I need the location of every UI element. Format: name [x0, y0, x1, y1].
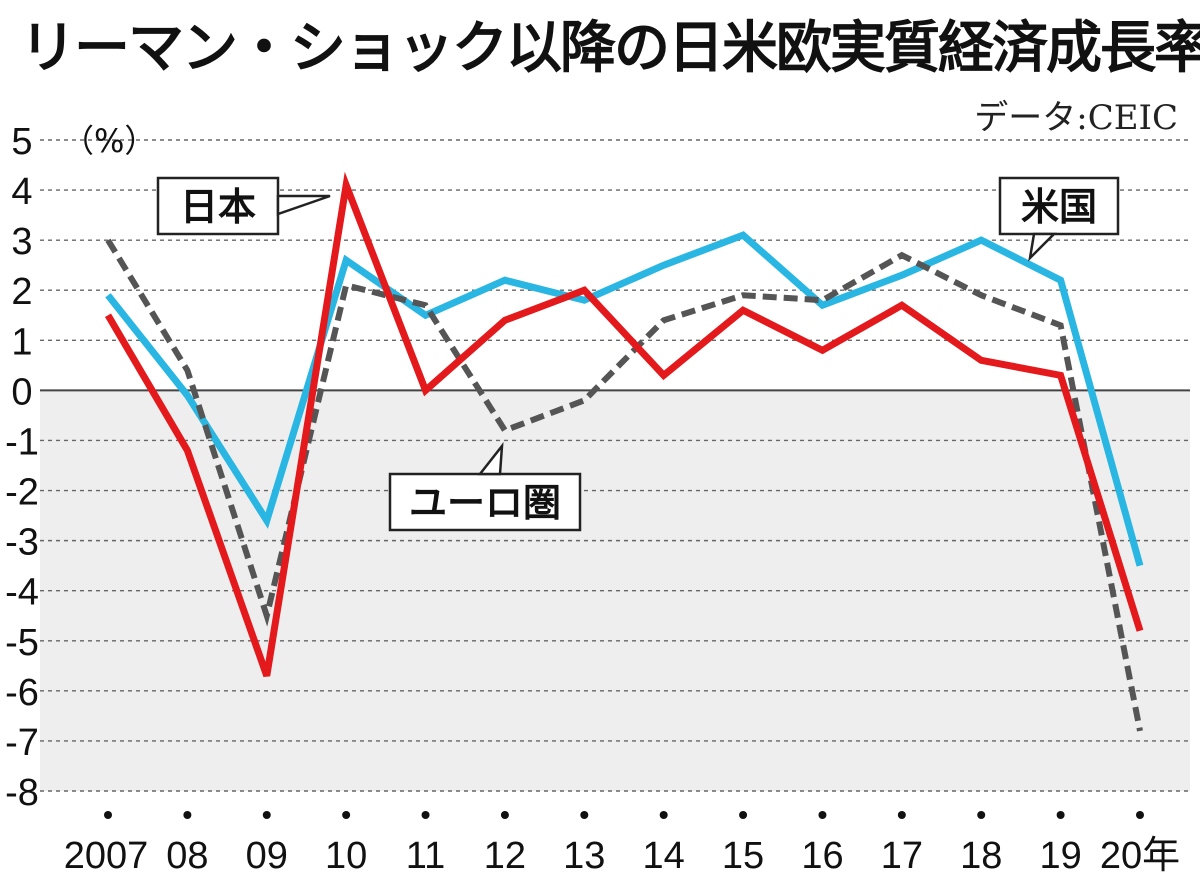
x-tick-label: 17	[881, 835, 923, 877]
x-tick-mark	[342, 811, 351, 819]
y-tick-label: 1	[11, 321, 32, 363]
x-tick-mark	[1136, 811, 1144, 819]
x-tick-label: 19	[1039, 835, 1081, 877]
x-tick-mark	[818, 811, 827, 819]
x-tick-label: 13	[563, 835, 605, 877]
x-tick-label: 11	[406, 835, 445, 877]
x-tick-label: 08	[166, 835, 208, 877]
callout-box	[998, 176, 1120, 236]
x-tick-label: 18	[960, 835, 1002, 877]
x-tick-label: 15	[722, 835, 764, 877]
series-name-label: 日本	[180, 185, 256, 229]
callout-box	[156, 176, 280, 236]
y-tick-label: -1	[5, 421, 39, 463]
y-tick-label: 0	[11, 371, 32, 413]
x-tick-label: 20年	[1100, 835, 1180, 877]
x-tick-mark	[421, 811, 430, 819]
y-tick-label: -3	[5, 522, 39, 564]
series-callout: ユーロ圏	[388, 442, 582, 532]
x-tick-mark	[104, 811, 112, 819]
x-tick-mark	[262, 811, 271, 819]
series-name-label: 米国	[1021, 185, 1097, 229]
series-line-1	[105, 238, 1143, 732]
y-unit-label: （%）	[62, 122, 156, 160]
series-line-2	[104, 171, 1144, 677]
x-tick-label: 16	[801, 835, 843, 877]
x-tick-mark	[500, 811, 509, 819]
y-tick-label: 3	[11, 221, 32, 263]
callout-box	[388, 472, 582, 532]
y-tick-label: 2	[11, 271, 32, 313]
x-tick-label: 12	[484, 835, 526, 877]
y-tick-label: -6	[5, 672, 39, 714]
x-tick-mark	[1056, 811, 1065, 819]
y-tick-label: -4	[5, 572, 39, 614]
x-tick-mark	[183, 811, 192, 819]
y-tick-label: -8	[5, 772, 39, 814]
x-tick-label: 09	[246, 835, 288, 877]
y-tick-label: -7	[5, 722, 39, 764]
x-tick-mark	[897, 811, 906, 819]
x-tick-mark	[659, 811, 668, 819]
x-tick-label: 14	[643, 835, 685, 877]
x-tick-mark	[739, 811, 748, 819]
negative-region-shade	[40, 390, 1190, 791]
y-tick-label: -5	[5, 622, 39, 664]
x-tick-label: 10	[325, 835, 367, 877]
series-name-label: ユーロ圏	[409, 481, 561, 525]
y-tick-label: 4	[11, 171, 32, 213]
x-tick-mark	[580, 811, 589, 819]
y-tick-label: 5	[11, 121, 32, 163]
x-tick-label: 2007	[64, 835, 149, 877]
series-callout: 日本	[156, 176, 331, 236]
y-tick-label: -2	[5, 472, 39, 514]
series-line-0	[105, 231, 1144, 567]
callout-pointer	[1028, 232, 1058, 262]
callout-pointer	[276, 194, 331, 216]
callout-pointer	[477, 442, 504, 476]
data-source: データ:CEIC	[974, 98, 1178, 138]
x-tick-mark	[977, 811, 986, 819]
chart-title: リーマン・ショック以降の日米欧実質経済成長率	[20, 16, 1200, 81]
series-callout: 米国	[998, 176, 1120, 262]
